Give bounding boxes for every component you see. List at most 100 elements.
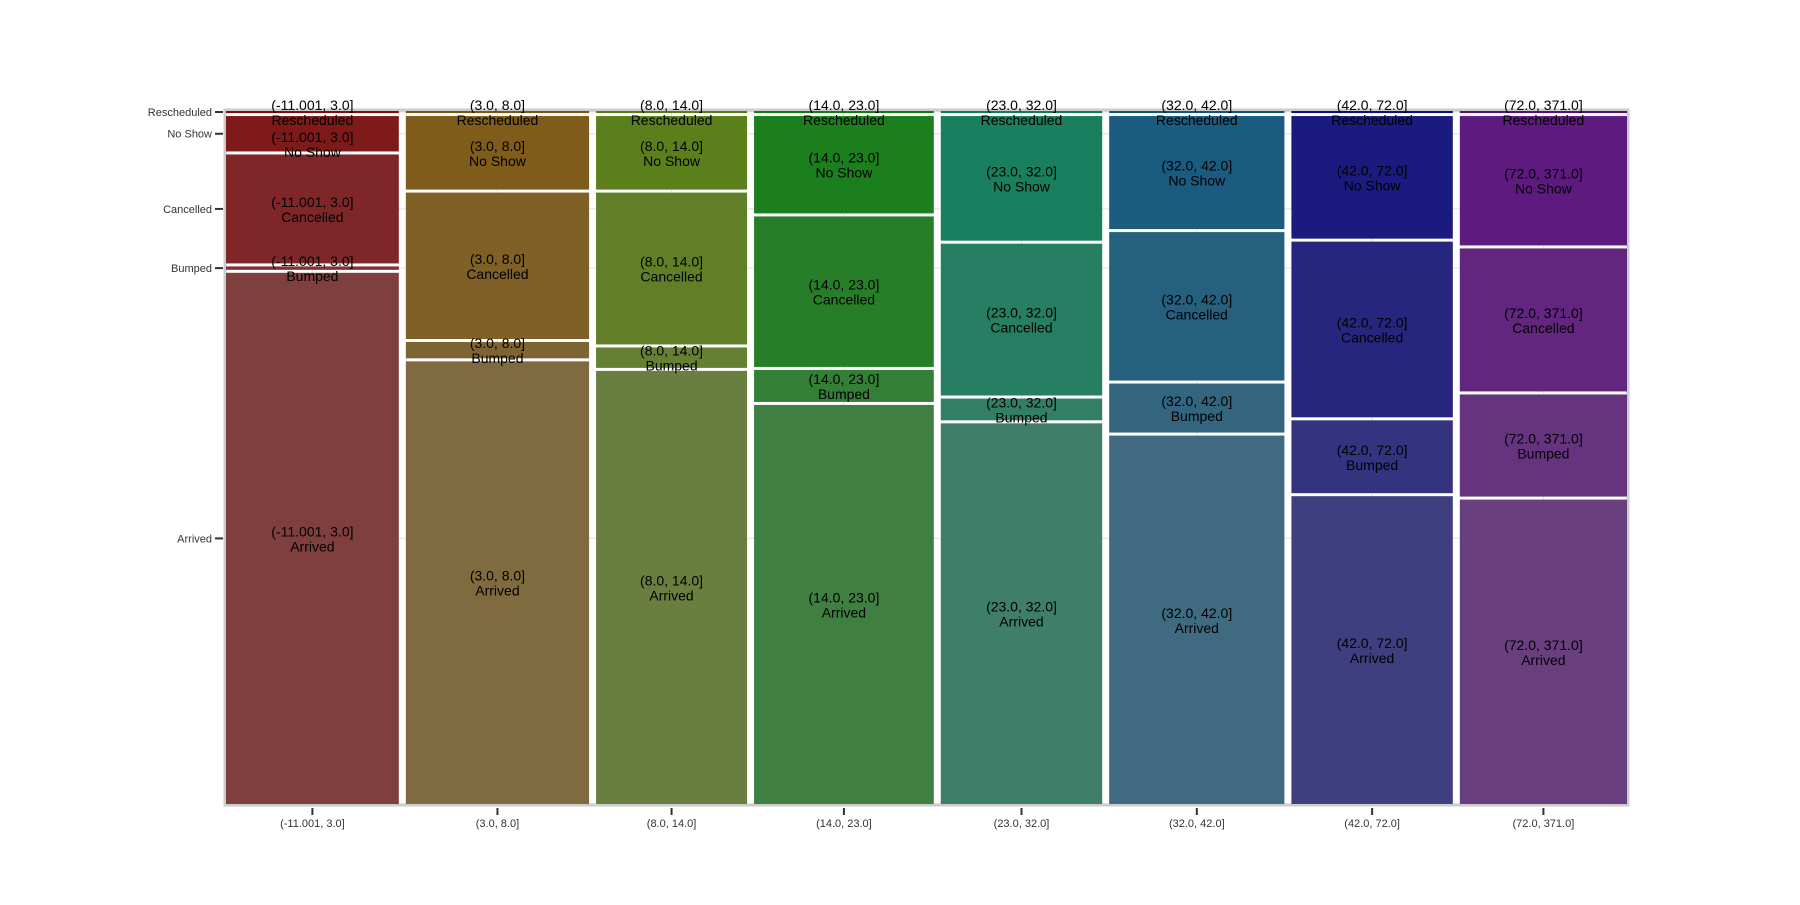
- tile-1-bumped: [405, 342, 590, 359]
- tile-label-interval: (-11.001, 3.0]: [271, 523, 353, 539]
- tile-label-status: Arrived: [1350, 650, 1394, 666]
- tile-label-interval: (14.0, 23.0]: [809, 277, 880, 293]
- tile-label-status: Rescheduled: [457, 112, 539, 128]
- x-tick-label: (-11.001, 3.0]: [280, 818, 345, 830]
- tile-label-interval: (3.0, 8.0]: [470, 251, 525, 267]
- tile-label-interval: (42.0, 72.0]: [1337, 162, 1408, 178]
- tile-5-rescheduled: [1109, 111, 1285, 114]
- tile-label-status: Bumped: [995, 409, 1047, 425]
- plot-frame: [223, 108, 1630, 807]
- y-tick-label: Rescheduled: [148, 107, 212, 119]
- tile-label-interval: (42.0, 72.0]: [1337, 442, 1408, 458]
- mosaic-tiles: [226, 111, 1627, 804]
- tile-label-status: Cancelled: [281, 209, 343, 225]
- tile-label-status: Bumped: [1346, 457, 1398, 473]
- tile-label-status: Cancelled: [1341, 329, 1403, 345]
- y-tick-label: Arrived: [177, 533, 212, 545]
- tile-label-interval: (-11.001, 3.0]: [271, 194, 353, 210]
- tile-label-interval: (72.0, 371.0]: [1504, 166, 1583, 182]
- tile-labels: (-11.001, 3.0] Arrived (-11.001, 3.0] Bumpe…: [271, 97, 1584, 668]
- tile-label-interval: (32.0, 42.0]: [1161, 605, 1232, 621]
- x-tick-label: (32.0, 42.0]: [1169, 818, 1225, 830]
- tile-0-arrived: [226, 272, 399, 804]
- tile-label-interval: (8.0, 14.0]: [640, 572, 703, 588]
- tile-4-rescheduled: [940, 111, 1103, 114]
- tile-label-status: Bumped: [818, 386, 870, 402]
- tile-label-interval: (72.0, 371.0]: [1504, 97, 1583, 113]
- tile-7-rescheduled: [1459, 111, 1627, 114]
- tile-3-cancelled: [754, 216, 934, 367]
- tile-label-interval: (3.0, 8.0]: [470, 138, 525, 154]
- tile-7-bumped: [1459, 394, 1627, 497]
- tile-3-rescheduled: [754, 111, 934, 114]
- tile-4-no-show: [940, 116, 1103, 241]
- tile-label-status: Cancelled: [813, 292, 875, 308]
- tile-label-interval: (72.0, 371.0]: [1504, 431, 1583, 447]
- x-axis: (-11.001, 3.0] (3.0, 8.0] (8.0, 14.0] (14.0…: [280, 808, 1574, 830]
- tile-label-interval: (-11.001, 3.0]: [271, 97, 353, 113]
- tile-label-status: Arrived: [1521, 652, 1565, 668]
- tile-4-cancelled: [940, 243, 1103, 396]
- tile-label-interval: (32.0, 42.0]: [1161, 291, 1232, 307]
- tile-5-arrived: [1109, 435, 1285, 804]
- tile-label-status: Rescheduled: [631, 112, 713, 128]
- tile-label-interval: (32.0, 42.0]: [1161, 158, 1232, 174]
- tile-label-status: Rescheduled: [1503, 112, 1585, 128]
- tile-6-no-show: [1291, 116, 1453, 239]
- x-tick-label: (3.0, 8.0]: [476, 818, 519, 830]
- tile-2-cancelled: [596, 192, 748, 345]
- tile-3-no-show: [754, 116, 934, 214]
- tile-4-bumped: [940, 398, 1103, 421]
- tile-6-bumped: [1291, 420, 1453, 494]
- tile-label-interval: (14.0, 23.0]: [809, 589, 880, 605]
- tile-label-interval: (14.0, 23.0]: [809, 371, 880, 387]
- y-tick-label: No Show: [167, 129, 212, 141]
- tile-label-interval: (23.0, 32.0]: [986, 394, 1057, 410]
- tile-label-status: Arrived: [649, 587, 693, 603]
- tile-label-interval: (14.0, 23.0]: [809, 150, 880, 166]
- tile-label-status: Rescheduled: [1156, 112, 1238, 128]
- tile-6-cancelled: [1291, 241, 1453, 418]
- tile-label-status: Bumped: [471, 350, 523, 366]
- y-tick-label: Bumped: [171, 263, 212, 275]
- tile-label-status: No Show: [816, 165, 874, 181]
- tile-2-arrived: [596, 370, 748, 804]
- tile-label-status: Bumped: [1171, 408, 1223, 424]
- tile-5-cancelled: [1109, 232, 1285, 381]
- tile-0-no-show: [226, 116, 399, 152]
- y-tick-label: Cancelled: [163, 204, 212, 216]
- tile-1-arrived: [405, 361, 590, 804]
- tile-label-interval: (14.0, 23.0]: [809, 97, 880, 113]
- x-tick-label: (23.0, 32.0]: [994, 818, 1050, 830]
- tile-label-interval: (-11.001, 3.0]: [271, 253, 353, 269]
- tile-label-status: No Show: [469, 153, 527, 169]
- tile-label-status: No Show: [1344, 177, 1402, 193]
- tile-3-arrived: [754, 404, 934, 804]
- tile-label-status: No Show: [1168, 173, 1226, 189]
- tile-2-no-show: [596, 116, 748, 190]
- tile-label-interval: (42.0, 72.0]: [1337, 97, 1408, 113]
- tile-6-rescheduled: [1291, 111, 1453, 114]
- tile-label-interval: (8.0, 14.0]: [640, 97, 703, 113]
- tile-label-interval: (23.0, 32.0]: [986, 305, 1057, 321]
- tile-7-arrived: [1459, 499, 1627, 804]
- tile-label-status: Cancelled: [1166, 306, 1228, 322]
- tile-label-status: Rescheduled: [981, 112, 1063, 128]
- tile-label-interval: (3.0, 8.0]: [470, 97, 525, 113]
- tile-label-status: Arrived: [822, 604, 866, 620]
- tile-6-arrived: [1291, 496, 1453, 804]
- tile-label-interval: (72.0, 371.0]: [1504, 637, 1583, 653]
- tile-5-bumped: [1109, 383, 1285, 433]
- tile-0-rescheduled: [226, 111, 399, 114]
- tile-label-status: Arrived: [475, 583, 519, 599]
- tile-7-cancelled: [1459, 248, 1627, 392]
- tile-label-status: Cancelled: [640, 269, 702, 285]
- tile-1-rescheduled: [405, 111, 590, 114]
- tile-label-status: Cancelled: [1512, 320, 1574, 336]
- tile-1-no-show: [405, 116, 590, 190]
- tile-2-bumped: [596, 347, 748, 368]
- tile-4-arrived: [940, 423, 1103, 804]
- tile-label-interval: (3.0, 8.0]: [470, 568, 525, 584]
- tile-label-interval: (8.0, 14.0]: [640, 343, 703, 359]
